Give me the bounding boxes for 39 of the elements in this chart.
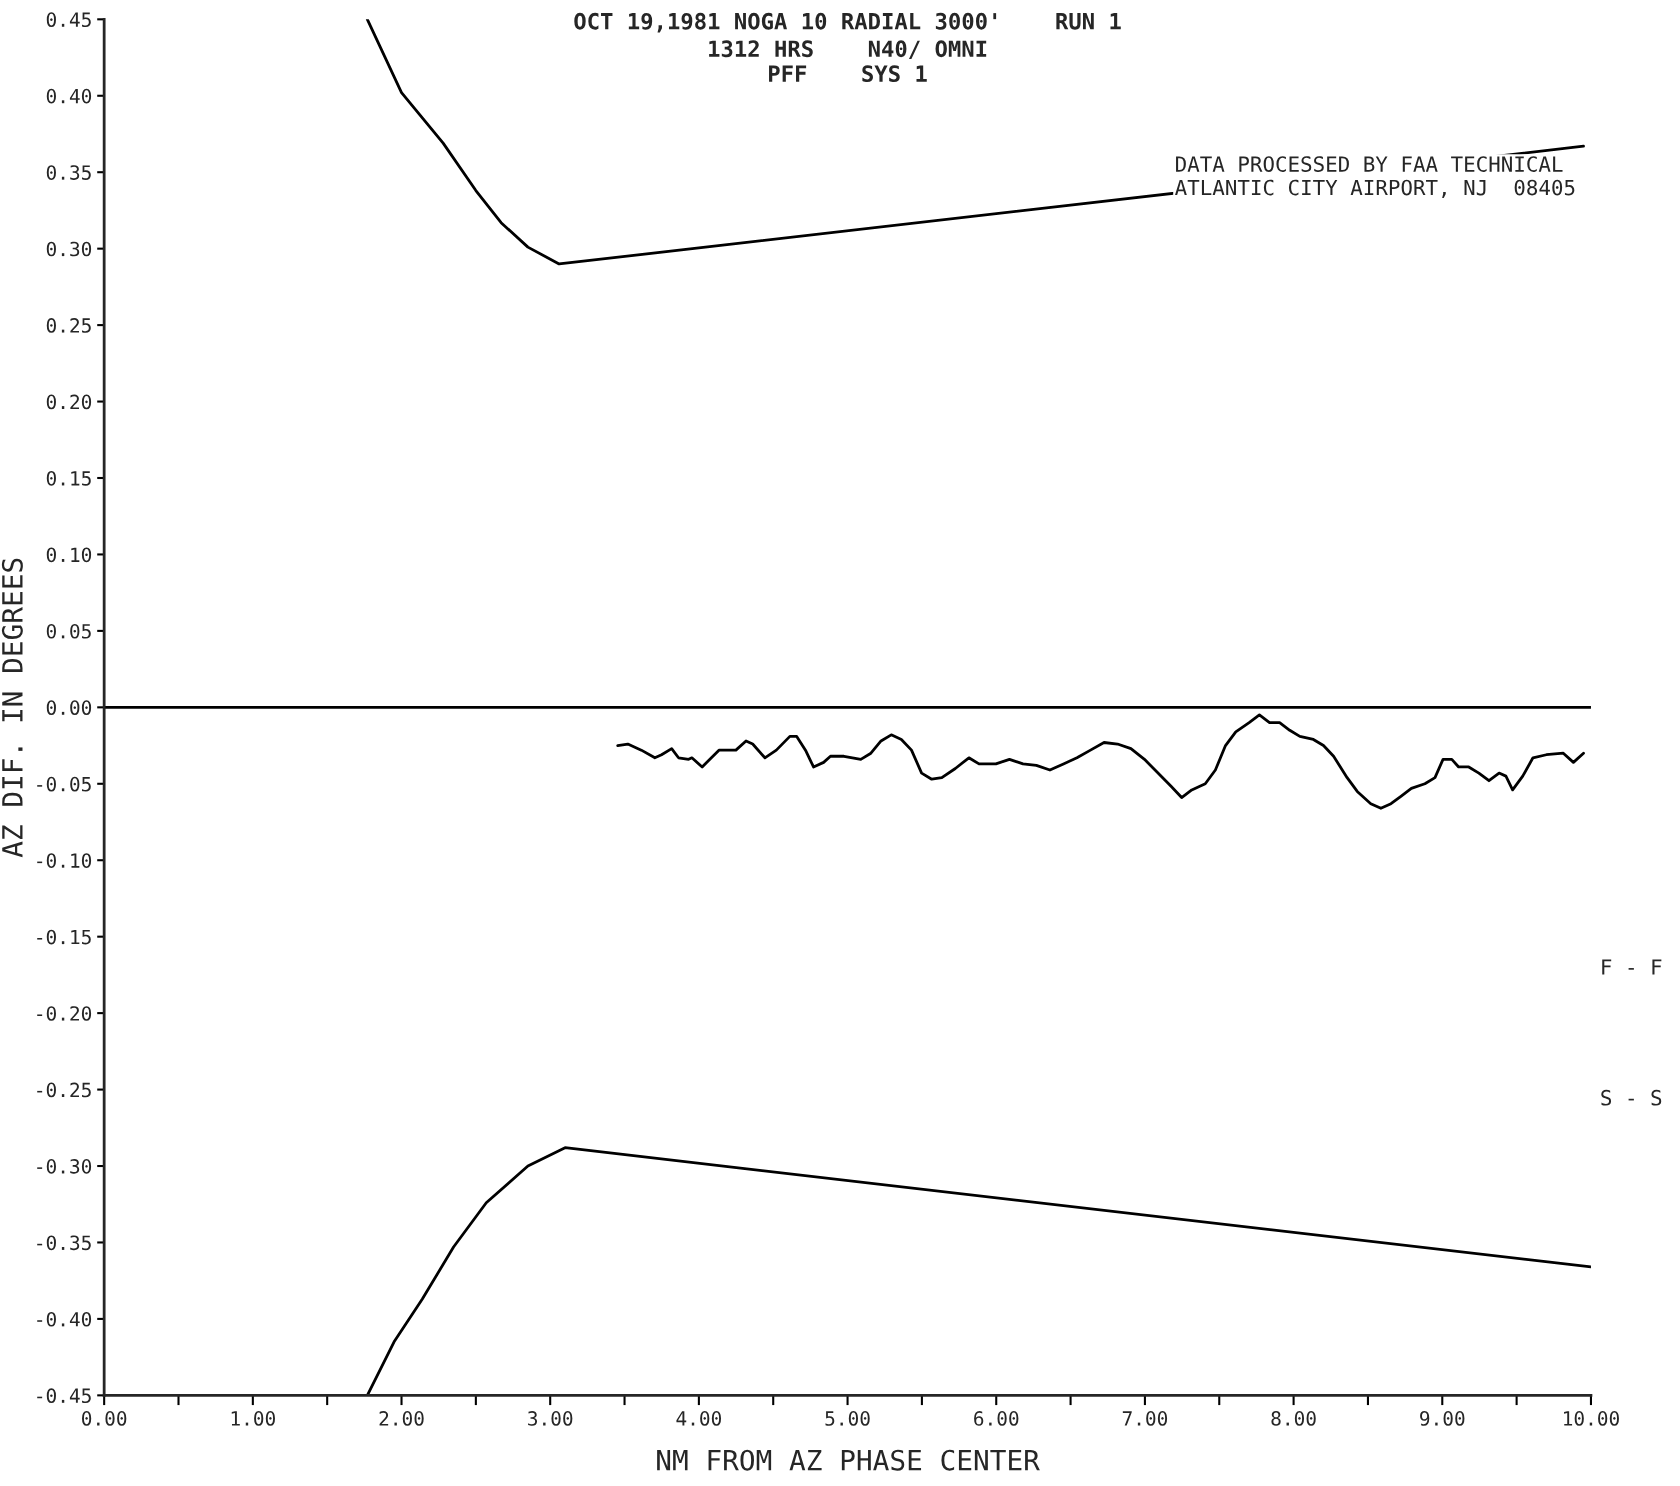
x-axis-title: NM FROM AZ PHASE CENTER <box>657 1449 1040 1471</box>
x-tick-label: 6.00 <box>974 1411 1019 1426</box>
x-tick-label: 10.00 <box>1564 1411 1619 1426</box>
x-tick-label: 0.00 <box>82 1411 127 1426</box>
y-tick-label: 0.30 <box>46 241 92 257</box>
chart-title: OCT 19,1981 NOGA 10 RADIAL 3000' RUN 1 <box>574 12 1121 33</box>
y-tick-label: -0.10 <box>37 853 92 868</box>
y-tick-label: 0.25 <box>46 318 91 333</box>
x-tick-label: 5.00 <box>825 1411 870 1426</box>
line-series <box>365 1146 1591 1396</box>
text: S - S <box>1601 1089 1662 1106</box>
y-tick-label: -0.35 <box>37 1235 91 1251</box>
text: 1312 HRS N40/ OMNI PFF SYS 1 <box>709 40 987 83</box>
y-tick-label: 0.40 <box>46 88 92 104</box>
y-tick-label: 0.05 <box>46 623 91 639</box>
y-tick-label: 0.45 <box>46 12 91 28</box>
x-tick-label: 4.00 <box>676 1411 722 1426</box>
x-tick-label: 8.00 <box>1271 1411 1316 1426</box>
y-tick-label: -0.25 <box>37 1082 91 1098</box>
x-tick-label: 9.00 <box>1420 1411 1465 1426</box>
text: F - F <box>1602 959 1662 975</box>
annotation: DATA PROCESSED BY FAA TECHNICAL ATLANTIC CITY AIRPORT, NJ 08405 <box>1175 156 1575 199</box>
x-tick-label: 3.00 <box>528 1411 573 1426</box>
line-series <box>616 713 1585 810</box>
y-tick-label: -0.15 <box>37 929 91 945</box>
y-axis-title: AZ DIF. IN DEGREES <box>1 558 23 858</box>
y-tick-label: 0.15 <box>46 471 91 486</box>
y-tick-label: -0.30 <box>37 1159 92 1174</box>
y-tick-label: -0.05 <box>37 776 91 792</box>
x-tick-label: 1.00 <box>231 1411 275 1426</box>
y-tick-label: 0.10 <box>46 547 92 563</box>
y-tick-label: -0.45 <box>37 1388 91 1404</box>
y-tick-label: -0.20 <box>37 1006 92 1021</box>
y-tick-label: 0.00 <box>46 700 92 716</box>
x-tick-label: 7.00 <box>1122 1411 1168 1426</box>
y-tick-label: -0.40 <box>37 1311 92 1327</box>
y-tick-label: 0.35 <box>46 165 91 180</box>
y-tick-label: 0.20 <box>46 394 92 410</box>
x-tick-label: 2.00 <box>379 1411 424 1426</box>
